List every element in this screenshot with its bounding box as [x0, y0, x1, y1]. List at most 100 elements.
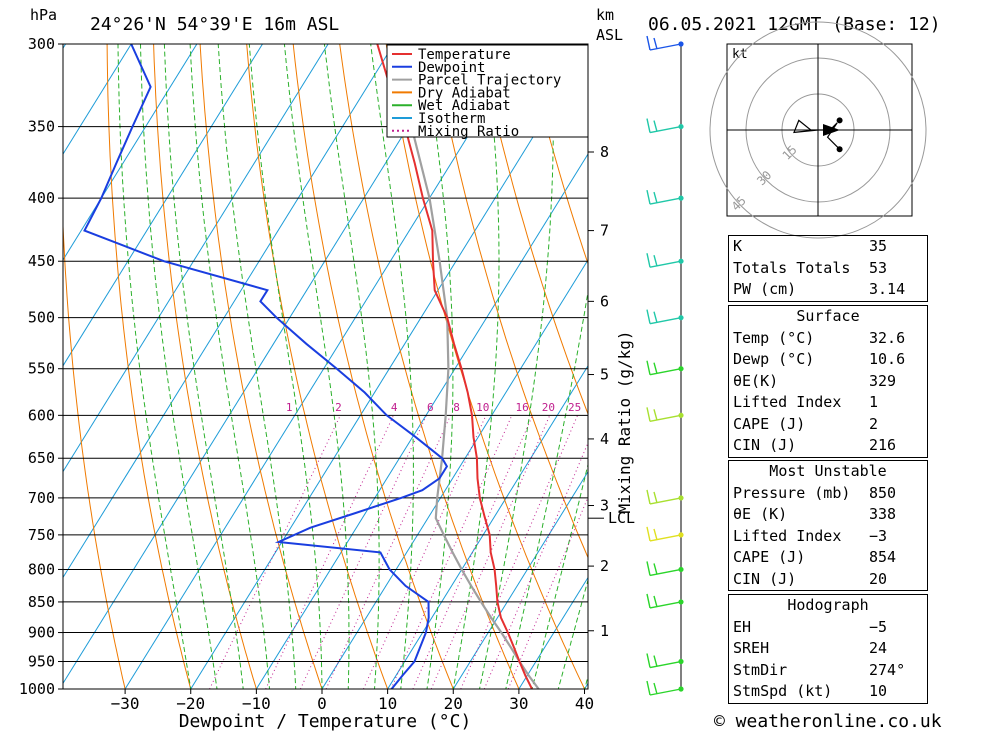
- index-label: StmDir: [733, 660, 788, 679]
- pressure-tick-label: 600: [28, 406, 55, 424]
- wind-barb-shaft: [649, 260, 682, 268]
- wind-barb-flag: [646, 253, 651, 268]
- index-value: 1: [869, 393, 879, 411]
- mixing-ratio-line: [483, 441, 588, 689]
- km-tick-label: 1: [600, 622, 609, 640]
- km-tick-label: 3: [600, 497, 609, 515]
- index-value: 10: [869, 682, 888, 700]
- wind-barb-shaft: [649, 660, 682, 669]
- wind-barb-dot: [678, 599, 684, 605]
- index-label: θE(K): [733, 371, 779, 390]
- mixing-ratio-line: [299, 415, 427, 689]
- pressure-tick-label: 450: [28, 252, 55, 270]
- wind-barb-flag: [653, 491, 658, 504]
- wind-barb-flag: [653, 255, 658, 267]
- hodograph-mid-dot: [836, 117, 843, 124]
- hpa-label: hPa: [30, 6, 57, 24]
- km-tick-label: 8: [600, 143, 609, 161]
- pressure-tick-label: 550: [28, 360, 55, 378]
- hodograph-trace: [793, 119, 841, 150]
- index-label: CIN (J): [733, 569, 797, 588]
- wind-barb-shaft: [649, 601, 682, 609]
- plot-frame: [62, 43, 589, 690]
- index-value: −5: [869, 617, 888, 636]
- temperature-tick-label: 10: [378, 694, 397, 713]
- km-axis: 1 2 3 4 5 6 7 8 LCL: [588, 143, 635, 640]
- mixing-ratio-label: 20: [542, 401, 555, 414]
- index-value: 3.14: [869, 280, 906, 298]
- mixing-ratio-label: 8: [453, 401, 460, 414]
- index-value: 338: [869, 505, 897, 523]
- dry-adiabat-line: [947, 0, 1000, 715]
- legend-label: Temperature: [418, 47, 511, 63]
- isotherm-line: [63, 44, 198, 261]
- wind-barb-dot: [678, 495, 684, 501]
- wind-barb: [646, 489, 684, 505]
- wet-adiabat-line: [505, 288, 588, 689]
- wind-barb-flag: [646, 189, 651, 205]
- wind-barb-flag: [646, 309, 651, 324]
- wind-barb-dot: [678, 195, 684, 201]
- wind-barb-flag: [646, 680, 651, 696]
- mixing-ratio-label: 2: [335, 401, 342, 414]
- isotherm-line: [452, 470, 588, 689]
- index-label: Lifted Index: [733, 526, 842, 545]
- index-label: CAPE (J): [733, 548, 806, 566]
- pressure-tick-label: 500: [28, 309, 55, 327]
- parcel-trajectory-line: [386, 44, 540, 689]
- index-value: 20: [869, 569, 888, 588]
- wind-barb: [646, 360, 684, 376]
- wind-barb-flag: [646, 489, 651, 505]
- wind-barb-shaft: [649, 568, 682, 577]
- wind-barb-dot: [678, 258, 684, 264]
- wind-barb-dot: [678, 412, 684, 418]
- x-axis-title: Dewpoint / Temperature (°C): [179, 711, 472, 732]
- index-row: Pressure (mb) 850: [729, 483, 927, 505]
- indices-table-surface: Surface Temp (°C) 32.6 Dewp (°C) 10.6 θE(K) 32…: [728, 305, 928, 458]
- km-tick-label: 2: [600, 557, 609, 575]
- index-row: StmSpd (kt) 10: [729, 681, 927, 703]
- mixing-ratio-label: 6: [427, 401, 434, 414]
- mixing-ratio-label: 16: [516, 401, 529, 414]
- wind-barb-dot: [678, 41, 684, 47]
- wind-barb-flag: [646, 407, 651, 422]
- wind-barb-dot: [678, 366, 684, 372]
- index-value: 329: [869, 371, 897, 390]
- mixing-ratio-line: [412, 415, 533, 689]
- pressure-tick-label: 650: [28, 449, 55, 467]
- wind-barb-flag: [653, 37, 658, 50]
- hodograph-ring: [709, 21, 927, 239]
- mixing-ratio-line: [507, 495, 588, 689]
- wind-barb-flag: [646, 118, 651, 133]
- wet-adiabat-line: [139, 44, 218, 689]
- pressure-tick-label: 350: [28, 118, 55, 136]
- temperature-tick-label: −10: [242, 694, 271, 713]
- hodograph-end-dot: [836, 146, 843, 153]
- wind-barb-flag: [653, 120, 658, 132]
- mixing-ratio-label: 4: [391, 401, 398, 414]
- index-value: 32.6: [869, 328, 906, 347]
- mixing-ratio-line: [209, 415, 341, 689]
- index-row: θE (K) 338: [729, 504, 927, 526]
- index-row: CAPE (J) 854: [729, 547, 927, 569]
- index-label: Totals Totals: [733, 258, 851, 277]
- temperature-tick-label: 40: [575, 694, 594, 713]
- index-value: 53: [869, 258, 888, 277]
- wind-barb-flag: [653, 409, 658, 421]
- wind-barb: [646, 653, 684, 669]
- pressure-tick-label: 400: [28, 189, 55, 207]
- legend-label: Dry Adiabat: [418, 85, 511, 101]
- pressure-tick-label: 700: [28, 489, 55, 507]
- wind-barb-shaft: [649, 368, 682, 376]
- wind-barb-shaft: [649, 197, 682, 205]
- mixing-ratio-axis-title: Mixing Ratio (g/kg): [615, 330, 634, 513]
- index-label: θE (K): [733, 505, 788, 523]
- mixing-ratio-line: [460, 415, 578, 689]
- wind-barb: [646, 309, 684, 325]
- temperature-tick-label: 20: [444, 694, 463, 713]
- wind-barb-flag: [646, 561, 651, 576]
- wind-barb-flag: [646, 593, 651, 609]
- index-section-title: Most Unstable: [769, 462, 887, 480]
- km-tick-label: 6: [600, 292, 609, 310]
